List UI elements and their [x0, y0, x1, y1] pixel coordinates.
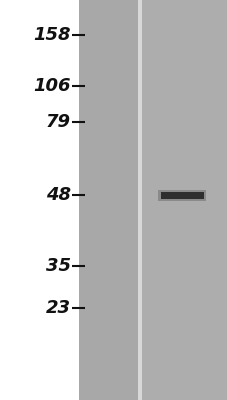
Bar [142, 0, 227, 400]
Text: 35: 35 [45, 257, 70, 275]
Bar [158, 190, 205, 201]
Text: 48: 48 [45, 186, 70, 204]
Text: 106: 106 [33, 77, 70, 95]
Text: 23: 23 [45, 299, 70, 317]
Text: 158: 158 [33, 26, 70, 44]
Bar [138, 0, 142, 400]
Bar [78, 0, 138, 400]
Text: 79: 79 [45, 113, 70, 131]
Bar [160, 192, 203, 199]
